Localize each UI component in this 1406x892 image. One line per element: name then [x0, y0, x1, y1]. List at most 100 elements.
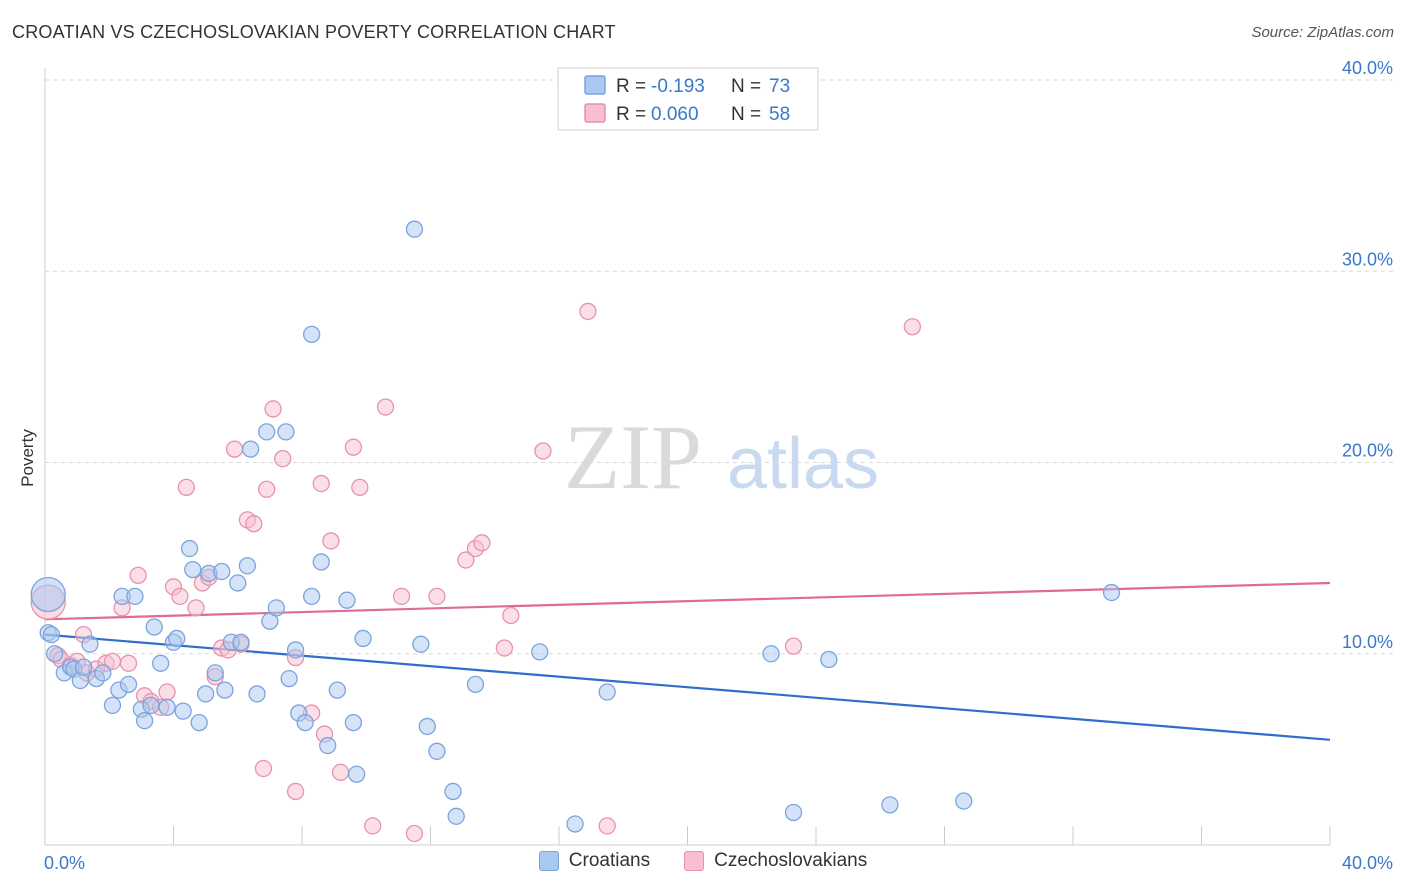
croatians-point [229, 574, 247, 592]
czechoslovakians-point [312, 474, 330, 493]
czechoslovakians-point [187, 599, 205, 617]
croatians-point [302, 325, 321, 344]
czechoslovakians-point [258, 480, 276, 498]
czechoslovakians-point [225, 440, 244, 458]
legend-item-croatians[interactable]: Croatians [538, 850, 651, 872]
croatians-trend-line [44, 633, 1331, 741]
trend-lines [44, 581, 1331, 741]
croatians-point [784, 803, 803, 822]
correlation-legend: R = -0.193 N = 73 R = 0.060 N = 58 [557, 67, 819, 131]
tick-labels: 10.0% 20.0% 30.0% 40.0% 0.0% 40.0% [44, 58, 1393, 873]
czechoslovakians-point [598, 817, 616, 835]
croatians-point [531, 643, 549, 661]
croatians-point [258, 423, 276, 441]
croatians-point [354, 629, 372, 648]
czechoslovakians-swatch [684, 851, 705, 871]
czechoslovakians-point [428, 587, 446, 606]
source-label: Source: ZipAtlas.com [1251, 24, 1394, 41]
croatians-point [312, 553, 330, 571]
croatians-point [444, 782, 462, 801]
croatians-point [126, 587, 144, 606]
croatians-points [30, 220, 1121, 833]
croatians-point [302, 587, 321, 606]
croatians-point [145, 618, 163, 636]
croatians-point [248, 685, 266, 703]
czechoslovakians-point [177, 478, 196, 497]
croatians-point [418, 717, 436, 736]
czechoslovakians-point [158, 683, 176, 701]
y-tick-label: 20.0% [1342, 441, 1393, 461]
croatians-point [190, 713, 208, 732]
czechoslovakians-point [405, 824, 424, 843]
czechoslovakians-point [364, 817, 382, 835]
croatians-point [103, 696, 122, 715]
croatians-point [238, 557, 257, 575]
croatians-point [213, 562, 231, 581]
croatians-point [338, 591, 356, 609]
croatians-point [1102, 583, 1121, 602]
croatians-point [280, 669, 298, 688]
legend-item-croatians-label: Croatians [568, 850, 651, 871]
croatians-point [566, 815, 584, 833]
croatians-point [267, 599, 285, 617]
czechoslovakians-point [264, 400, 282, 418]
croatians-point [216, 681, 234, 699]
croatians-point [466, 675, 485, 693]
croatians-point [762, 645, 780, 663]
croatians-point [119, 675, 138, 693]
croatians-point [206, 664, 224, 682]
series-legend: Croatians Czechoslovakians [0, 850, 1406, 872]
croatians-point [241, 440, 260, 458]
croatians-point [296, 713, 314, 732]
croatians-point [232, 633, 250, 651]
x-tick-label: 40.0% [1342, 853, 1393, 873]
legend-item-czechoslovakians-label: Czechoslovakians [714, 850, 868, 871]
croatians-point [820, 650, 838, 669]
legend-pink-r-label: R = [616, 104, 646, 125]
czechoslovakians-point [129, 566, 147, 584]
legend-blue-swatch [584, 75, 606, 95]
czechoslovakians-point [376, 398, 395, 416]
croatians-point [184, 560, 202, 579]
legend-item-czechoslovakians[interactable]: Czechoslovakians [684, 850, 867, 872]
czechoslovakians-point [457, 551, 475, 569]
czechoslovakians-point [286, 782, 305, 801]
croatians-point [319, 736, 337, 755]
croatians-point [168, 629, 186, 648]
croatians-point [151, 654, 170, 672]
croatians-point [412, 635, 430, 653]
croatians-point [142, 696, 160, 715]
czechoslovakians-point [331, 763, 350, 781]
croatians-point [405, 220, 424, 238]
legend-blue-r-value: -0.193 [651, 76, 705, 97]
croatians-point [81, 635, 99, 653]
croatians-point [74, 658, 93, 676]
legend-pink-swatch [584, 103, 606, 123]
croatians-point [286, 641, 305, 659]
czechoslovakians-point [579, 302, 597, 321]
czechoslovakians-point [351, 478, 369, 497]
chart-title: CROATIAN VS CZECHOSLOVAKIAN POVERTY CORR… [12, 22, 616, 42]
czechoslovakians-point [274, 450, 292, 468]
legend-pink-n-label: N = [731, 104, 761, 125]
watermark: ZIP atlas [564, 406, 879, 508]
czechoslovakians-point [903, 318, 922, 336]
czechoslovakians-points [30, 302, 922, 843]
croatians-point [180, 539, 199, 558]
czechoslovakians-point [245, 515, 263, 533]
czechoslovakians-point [171, 587, 189, 606]
croatians-point [135, 712, 154, 730]
czechoslovakians-point [344, 438, 363, 456]
x-tick-label: 0.0% [44, 853, 85, 873]
y-tick-label: 40.0% [1342, 58, 1393, 78]
y-tick-label: 10.0% [1342, 632, 1393, 652]
czechoslovakians-point [119, 654, 138, 672]
czechoslovakians-point [473, 534, 491, 552]
czechoslovakians-point [322, 532, 340, 550]
croatians-point [196, 685, 215, 703]
legend-blue-n-label: N = [731, 76, 761, 97]
croatians-point [447, 807, 465, 825]
watermark-atlas: atlas [727, 424, 879, 504]
y-axis-label: Poverty [18, 429, 37, 487]
